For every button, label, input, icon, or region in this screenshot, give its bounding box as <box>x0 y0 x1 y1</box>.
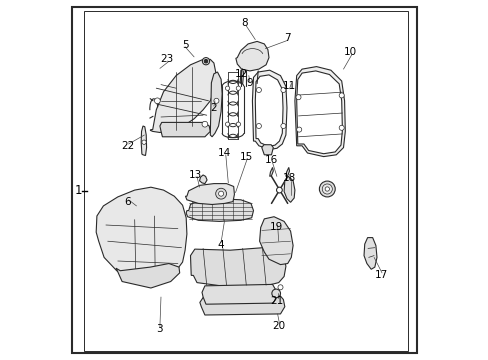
Polygon shape <box>235 41 268 71</box>
Circle shape <box>280 123 285 129</box>
Text: 22: 22 <box>121 141 134 151</box>
Polygon shape <box>200 294 284 315</box>
Polygon shape <box>210 72 222 137</box>
Text: 17: 17 <box>374 270 387 280</box>
Text: 12: 12 <box>235 69 248 79</box>
Circle shape <box>256 123 261 129</box>
Text: 14: 14 <box>218 148 231 158</box>
Polygon shape <box>284 176 294 202</box>
Polygon shape <box>199 175 206 184</box>
Circle shape <box>277 285 283 290</box>
Circle shape <box>339 93 344 98</box>
Circle shape <box>213 98 219 103</box>
Polygon shape <box>96 187 186 282</box>
Circle shape <box>202 121 207 127</box>
Text: 16: 16 <box>264 155 278 165</box>
Polygon shape <box>294 67 345 157</box>
Circle shape <box>202 58 209 65</box>
Circle shape <box>325 187 329 191</box>
Polygon shape <box>202 284 276 304</box>
Circle shape <box>280 87 285 93</box>
Text: 4: 4 <box>217 240 224 250</box>
Polygon shape <box>252 70 286 149</box>
Text: 8: 8 <box>241 18 247 28</box>
Circle shape <box>236 86 240 90</box>
Polygon shape <box>190 248 285 287</box>
Circle shape <box>271 289 280 298</box>
Text: 3: 3 <box>156 324 163 334</box>
Text: 23: 23 <box>160 54 173 64</box>
Circle shape <box>218 191 223 196</box>
Text: 19: 19 <box>270 222 283 232</box>
Polygon shape <box>269 167 273 176</box>
Circle shape <box>276 187 282 193</box>
Polygon shape <box>296 71 342 154</box>
Circle shape <box>236 122 240 126</box>
Polygon shape <box>255 75 283 147</box>
Polygon shape <box>285 167 289 176</box>
Circle shape <box>296 127 301 132</box>
Text: 11: 11 <box>282 81 296 91</box>
Text: 21: 21 <box>270 296 283 306</box>
Circle shape <box>319 181 335 197</box>
Circle shape <box>225 86 229 90</box>
Circle shape <box>256 87 261 93</box>
Text: 2: 2 <box>210 103 217 113</box>
Polygon shape <box>116 264 179 288</box>
Circle shape <box>142 140 146 144</box>
Text: 18: 18 <box>282 173 296 183</box>
Text: 20: 20 <box>272 321 285 331</box>
Text: 6: 6 <box>124 197 131 207</box>
Circle shape <box>225 122 229 126</box>
Circle shape <box>295 95 301 100</box>
Text: 7: 7 <box>284 33 290 43</box>
Text: 5: 5 <box>182 40 188 50</box>
Polygon shape <box>160 122 210 137</box>
Text: 10: 10 <box>344 47 357 57</box>
Text: 9: 9 <box>246 78 253 88</box>
Circle shape <box>154 98 160 104</box>
Circle shape <box>215 188 226 199</box>
Polygon shape <box>185 184 234 204</box>
Text: 13: 13 <box>189 170 202 180</box>
Polygon shape <box>150 59 215 132</box>
Circle shape <box>204 59 207 63</box>
Polygon shape <box>363 238 376 269</box>
Circle shape <box>339 125 344 130</box>
Polygon shape <box>259 217 292 265</box>
Circle shape <box>322 184 332 194</box>
Polygon shape <box>141 126 146 156</box>
Text: 15: 15 <box>239 152 252 162</box>
Polygon shape <box>261 145 273 155</box>
Polygon shape <box>186 199 253 221</box>
Text: 1: 1 <box>74 184 82 197</box>
